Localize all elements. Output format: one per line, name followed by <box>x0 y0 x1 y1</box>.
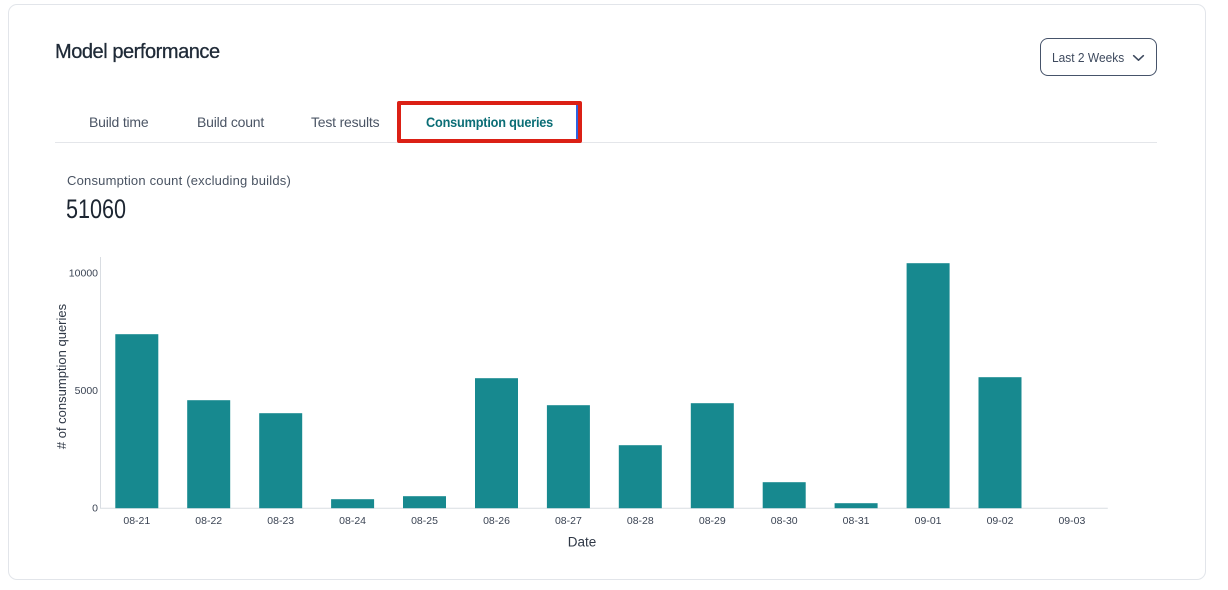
svg-text:10000: 10000 <box>69 268 98 280</box>
svg-text:08-30: 08-30 <box>771 515 798 527</box>
svg-text:08-28: 08-28 <box>627 515 654 527</box>
svg-text:09-02: 09-02 <box>987 515 1014 527</box>
svg-text:08-21: 08-21 <box>123 515 150 527</box>
svg-text:Date: Date <box>568 535 597 550</box>
svg-text:09-01: 09-01 <box>915 515 942 527</box>
svg-text:08-23: 08-23 <box>267 515 294 527</box>
svg-text:# of consumption queries: # of consumption queries <box>54 303 69 449</box>
svg-text:08-31: 08-31 <box>843 515 870 527</box>
svg-text:5000: 5000 <box>75 385 99 397</box>
svg-text:08-29: 08-29 <box>699 515 726 527</box>
svg-text:08-25: 08-25 <box>411 515 438 527</box>
svg-text:08-27: 08-27 <box>555 515 582 527</box>
svg-text:0: 0 <box>92 502 98 514</box>
svg-text:08-26: 08-26 <box>483 515 510 527</box>
svg-text:08-22: 08-22 <box>195 515 222 527</box>
svg-text:08-24: 08-24 <box>339 515 366 527</box>
svg-text:09-03: 09-03 <box>1058 515 1085 527</box>
